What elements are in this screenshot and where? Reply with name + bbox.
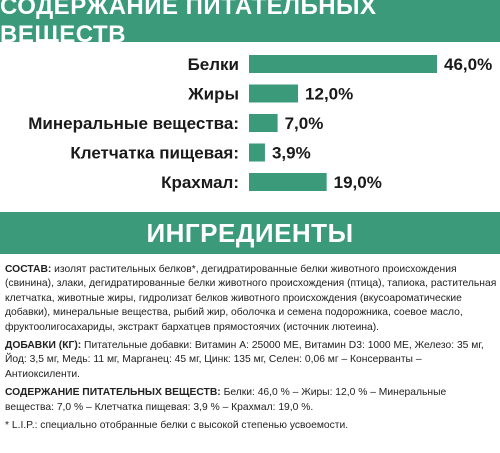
value-label: 3,9% xyxy=(272,144,311,163)
ingredients-section: СОСТАВ: изолят растительных белков*, дег… xyxy=(5,263,497,437)
value-label: 7,0% xyxy=(285,114,324,133)
composition-paragraph: СОСТАВ: изолят растительных белков*, дег… xyxy=(5,263,497,335)
composition-label: СОСТАВ: xyxy=(5,264,52,275)
bar xyxy=(249,114,278,132)
nutrients-summary-label: СОДЕРЖАНИЕ ПИТАТЕЛЬНЫХ ВЕЩЕСТВ: xyxy=(5,387,221,399)
category-label: Клетчатка пищевая: xyxy=(70,144,239,163)
additives-label: ДОБАВКИ (КГ): xyxy=(5,340,82,352)
nutrients-summary-text: Белки: 46,0 % – Жиры: 12,0 % – Минеральн… xyxy=(5,387,447,413)
category-label: Жиры xyxy=(187,85,239,104)
category-label: Минеральные вещества: xyxy=(28,114,239,133)
bar xyxy=(249,55,437,73)
nutrients-summary-paragraph: СОДЕРЖАНИЕ ПИТАТЕЛЬНЫХ ВЕЩЕСТВ: Белки: 4… xyxy=(5,386,497,415)
value-label: 12,0% xyxy=(305,85,353,104)
ingredients-header: ИНГРЕДИЕНТЫ xyxy=(0,212,500,254)
bar xyxy=(249,173,327,191)
bar xyxy=(249,84,299,103)
nutrient-bar-chart: Белки 46,0% Жиры 12,0% Минеральные вещества:… xyxy=(28,55,492,192)
footnote: * L.I.P.: специально отобранные белки с … xyxy=(5,420,349,432)
nutrients-header: СОДЕРЖАНИЕ ПИТАТЕЛЬНЫХ ВЕЩЕСТВ xyxy=(0,0,500,48)
additives-paragraph: ДОБАВКИ (КГ): Питательные добавки: Витам… xyxy=(5,339,497,382)
value-label: 19,0% xyxy=(334,173,382,192)
bar xyxy=(249,143,265,162)
value-label: 46,0% xyxy=(444,55,492,74)
category-label: Белки xyxy=(188,55,239,74)
category-label: Крахмал: xyxy=(161,173,239,192)
composition-text: изолят растительных белков*, дегидратиро… xyxy=(5,264,497,333)
additives-text: Питательные добавки: Витамин А: 25000 МЕ… xyxy=(5,340,484,380)
